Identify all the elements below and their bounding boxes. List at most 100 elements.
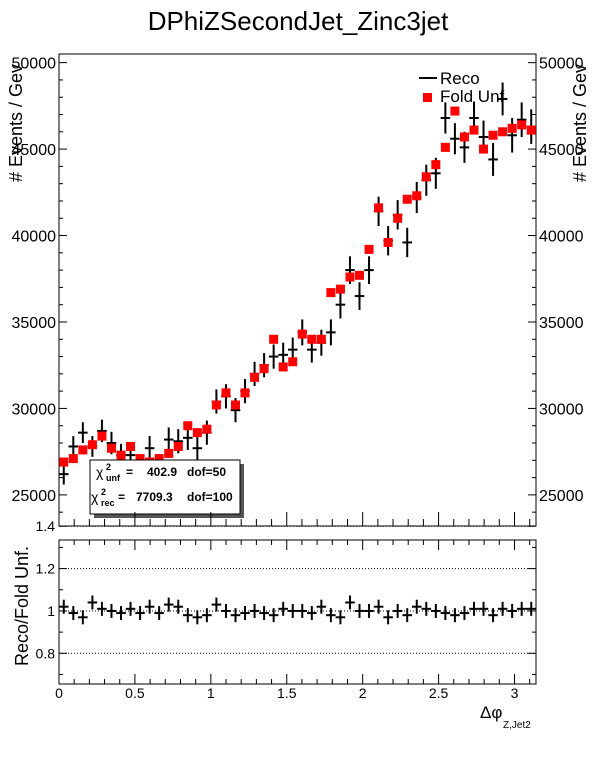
chart-title: DPhiZSecondJet_Zinc3jet	[148, 6, 449, 36]
fold-unf-point	[126, 441, 136, 451]
chi2-rec-sup: 2	[101, 487, 106, 497]
fold-unf-point	[154, 454, 164, 464]
fold-unf-point	[230, 400, 240, 410]
bottom-y-axis-label: Reco/Fold Unf.	[12, 546, 32, 666]
bottom-plot-frame	[58, 539, 537, 685]
fold-unf-point	[526, 125, 536, 135]
fold-unf-point	[345, 272, 355, 282]
fold-unf-point	[412, 191, 422, 201]
fold-unf-point	[364, 244, 374, 254]
fold-unf-point	[440, 142, 450, 152]
fold-unf-point	[221, 388, 231, 398]
fold-unf-point	[135, 454, 145, 464]
top-y-axis-label-right: # Events / Gev	[570, 64, 590, 182]
fold-unf-point	[507, 123, 517, 133]
fold-unf-point	[288, 357, 298, 367]
bottom-y-tick-label: 0.8	[36, 645, 56, 661]
fold-unf-point	[240, 388, 250, 398]
fold-unf-point	[326, 288, 336, 298]
fold-unf-point	[402, 194, 412, 204]
legend-fold-unf-marker	[423, 93, 432, 102]
top-y-axis-label-left: # Events / Gev	[6, 64, 26, 182]
top-y-tick-label-left: 35000	[12, 315, 57, 332]
x-tick-label: 3	[511, 685, 519, 701]
fold-unf-point	[488, 130, 498, 140]
x-axis-label-sub: Z,Jet2	[503, 720, 531, 731]
fold-unf-point	[106, 443, 116, 453]
fold-unf-point	[78, 445, 88, 455]
x-axis-label: Δφ Z,Jet2	[480, 703, 531, 731]
fold-unf-point	[335, 284, 345, 294]
chi2-rec-eq: =	[118, 490, 125, 504]
chi2-unf-eq: =	[126, 465, 133, 479]
fold-unf-point	[250, 372, 260, 382]
fold-unf-point	[393, 213, 403, 223]
legend-reco-label: Reco	[440, 69, 480, 88]
fold-unf-point	[269, 334, 279, 344]
chi2-unf-value: 402.9	[147, 465, 177, 479]
fold-unf-point	[517, 120, 527, 130]
top-y-tick-label-right: 40000	[539, 229, 584, 246]
fold-unf-point	[431, 160, 441, 170]
fold-unf-point	[68, 454, 78, 464]
bottom-y-tick-label: 1	[47, 603, 55, 619]
fold-unf-point	[183, 421, 193, 431]
fold-unf-point	[297, 329, 307, 339]
top-y-tick-label-right: 25000	[539, 488, 584, 505]
top-y-tick-label-right: 30000	[539, 401, 584, 418]
chi2-unf-chi: χ	[96, 464, 104, 480]
fold-unf-point	[278, 362, 288, 372]
fold-unf-point	[479, 144, 489, 154]
top-plot-frame	[58, 53, 537, 527]
x-tick-label: 1.5	[277, 685, 297, 701]
fold-unf-point	[450, 106, 460, 116]
fold-unf-point	[192, 428, 202, 438]
fold-unf-point	[211, 400, 221, 410]
bottom-y-tick-label: 1.2	[36, 561, 56, 577]
x-tick-label: 0	[55, 685, 63, 701]
fold-unf-point	[97, 431, 107, 441]
fold-unf-point	[459, 132, 469, 142]
ratio-data-marks	[58, 595, 537, 625]
x-tick-label: 2.5	[429, 685, 449, 701]
chi2-unf-dof: dof=50	[187, 465, 226, 479]
fold-unf-point	[469, 125, 479, 135]
fold-unf-point	[87, 440, 97, 450]
fold-unf-point	[116, 450, 126, 460]
top-y-tick-label-left: 45000	[12, 142, 57, 159]
x-tick-label: 0.5	[125, 685, 145, 701]
fold-unf-point	[202, 424, 212, 434]
fold-unf-point	[259, 364, 269, 374]
top-y-tick-label-left: 30000	[12, 401, 57, 418]
chi2-unf-sup: 2	[106, 462, 111, 472]
top-y-tick-label-right: 35000	[539, 315, 584, 332]
fold-unf-point	[164, 448, 174, 458]
legend-fold-unf-label: Fold Unf	[440, 87, 505, 106]
fold-unf-point	[374, 203, 384, 213]
top-y-tick-label-right: 45000	[539, 142, 584, 159]
x-tick-label: 1	[207, 685, 215, 701]
fold-unf-point	[421, 172, 431, 182]
top-y-tick-label-left: 50000	[12, 56, 57, 73]
top-y-tick-label-left: 25000	[12, 488, 57, 505]
fold-unf-point	[498, 127, 508, 137]
chi2-box: χ 2 unf = 402.9 dof=50 χ 2 rec = 7709.3 …	[89, 459, 244, 518]
fold-unf-point	[383, 237, 393, 247]
top-y-axis: 25000 25000 30000 30000 35000 35000 40000 40000…	[12, 56, 584, 513]
chi2-rec-dof: dof=100	[187, 490, 233, 504]
top-y-tick-label-left: 40000	[12, 229, 57, 246]
bottom-y-axis: 0.8 1 1.2 1.4	[36, 518, 536, 675]
bottom-y-tick-label: 1.4	[36, 518, 56, 534]
x-axis: 0 0.5 1 1.5 2 2.5 3	[55, 512, 531, 701]
chi2-rec-value: 7709.3	[136, 490, 173, 504]
fold-unf-point	[307, 334, 317, 344]
fold-unf-point	[316, 334, 326, 344]
chi2-rec-chi: χ	[91, 489, 99, 505]
chi2-unf-sub: unf	[106, 473, 121, 483]
fold-unf-point	[355, 270, 365, 280]
fold-unf-point	[59, 457, 69, 467]
top-y-tick-label-right: 50000	[539, 56, 584, 73]
legend: Reco Fold Unf	[419, 69, 505, 106]
x-tick-label: 2	[359, 685, 367, 701]
